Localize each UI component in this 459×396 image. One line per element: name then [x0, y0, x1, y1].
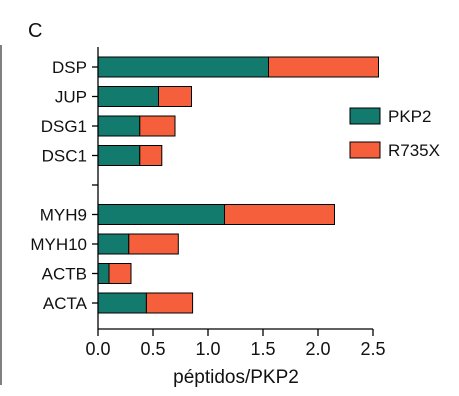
legend-swatch [349, 141, 381, 159]
y-tick-label: DSG1 [41, 117, 87, 136]
legend-label: R735X [388, 141, 440, 160]
bar-segment-pkp2 [97, 56, 269, 78]
bar-segment-pkp2 [97, 263, 110, 284]
x-tick-label: 2.0 [305, 339, 330, 359]
bar-segment-pkp2 [97, 145, 141, 166]
x-tick-label: 0.5 [140, 339, 165, 359]
y-tick-label: MYH9 [40, 206, 87, 225]
bar-segment-r735x [139, 115, 176, 137]
x-tick-label: 0.0 [85, 339, 110, 359]
bar-segment-r735x [224, 204, 335, 225]
bar-segment-r735x [128, 233, 179, 255]
y-tick-label: MYH10 [30, 235, 87, 254]
y-tick-label: ACTA [43, 294, 88, 313]
bar-segment-pkp2 [97, 204, 225, 225]
legend: PKP2 R735X [349, 107, 440, 160]
panel-label: C [28, 20, 42, 42]
legend-label: PKP2 [388, 107, 431, 126]
y-axis: DSP JUP DSG1 DSC1 MYH9 MYH10 ACTB ACTA [30, 47, 99, 329]
bar-segment-pkp2 [97, 292, 147, 314]
y-tick-label: DSC1 [42, 147, 87, 166]
x-axis-label: péptidos/PKP2 [173, 367, 299, 388]
bar-segment-r735x [268, 56, 379, 78]
bar-segment-r735x [145, 292, 194, 314]
bars-group [97, 56, 379, 314]
bar-segment-r735x [108, 263, 132, 284]
x-tick-label: 2.5 [360, 339, 385, 359]
x-axis: 0.0 0.5 1.0 1.5 2.0 2.5 [85, 328, 386, 359]
y-tick-label: DSP [52, 58, 87, 77]
bar-segment-pkp2 [97, 86, 159, 107]
bar-segment-pkp2 [97, 233, 130, 255]
bar-segment-r735x [158, 86, 192, 107]
legend-swatch [349, 107, 381, 125]
y-tick-label: ACTB [42, 265, 87, 284]
bar-segment-pkp2 [97, 115, 141, 137]
bar-segment-r735x [139, 145, 163, 166]
x-tick-label: 1.0 [195, 339, 220, 359]
x-tick-label: 1.5 [250, 339, 275, 359]
y-tick-label: JUP [55, 88, 87, 107]
